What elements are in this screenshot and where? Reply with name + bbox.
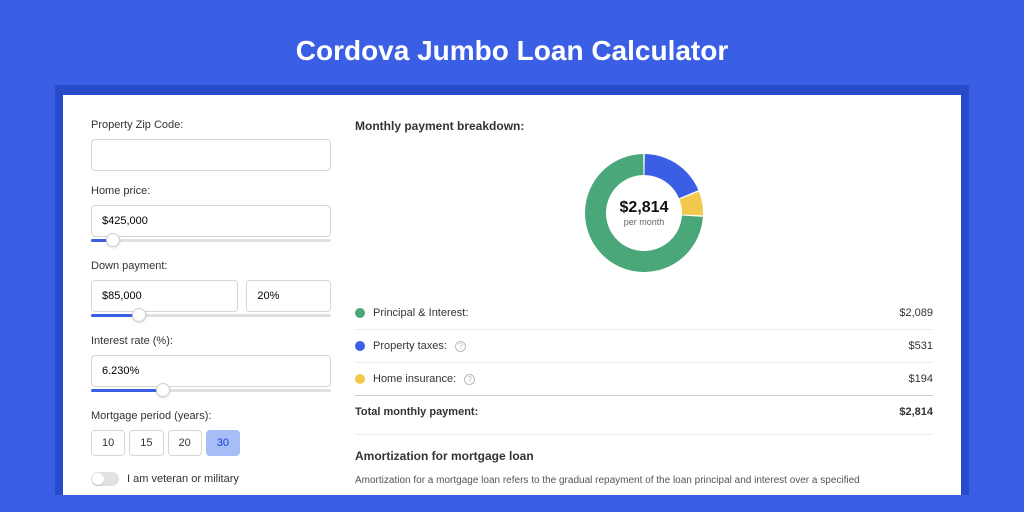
amortization-section: Amortization for mortgage loan Amortizat… bbox=[355, 434, 933, 488]
total-value: $2,814 bbox=[899, 406, 933, 418]
period-group: Mortgage period (years): 10152030 bbox=[91, 410, 331, 456]
breakdown-row: Property taxes:? $531 bbox=[355, 329, 933, 362]
breakdown-label: Property taxes: bbox=[373, 340, 447, 352]
donut-chart: $2,814 per month bbox=[585, 154, 703, 272]
home-price-label: Home price: bbox=[91, 185, 331, 197]
breakdown-label: Principal & Interest: bbox=[373, 307, 468, 319]
legend-dot bbox=[355, 341, 365, 351]
total-row: Total monthly payment: $2,814 bbox=[355, 395, 933, 428]
veteran-toggle[interactable] bbox=[91, 472, 119, 486]
period-option-15[interactable]: 15 bbox=[129, 430, 163, 456]
donut-amount: $2,814 bbox=[620, 199, 669, 217]
donut-segment-tax bbox=[644, 154, 698, 198]
legend-dot bbox=[355, 374, 365, 384]
amortization-text: Amortization for a mortgage loan refers … bbox=[355, 473, 933, 488]
zip-label: Property Zip Code: bbox=[91, 119, 331, 131]
period-option-20[interactable]: 20 bbox=[168, 430, 202, 456]
total-label: Total monthly payment: bbox=[355, 406, 478, 418]
breakdown-rows: Principal & Interest: $2,089 Property taxe… bbox=[355, 297, 933, 395]
interest-rate-input[interactable] bbox=[91, 355, 331, 387]
period-buttons: 10152030 bbox=[91, 430, 331, 456]
amortization-title: Amortization for mortgage loan bbox=[355, 449, 933, 463]
period-option-10[interactable]: 10 bbox=[91, 430, 125, 456]
slider-thumb[interactable] bbox=[132, 308, 146, 322]
panel-shadow: Property Zip Code: Home price: Down paym… bbox=[55, 85, 969, 495]
down-payment-label: Down payment: bbox=[91, 260, 331, 272]
zip-field-group: Property Zip Code: bbox=[91, 119, 331, 171]
breakdown-value: $194 bbox=[909, 373, 933, 385]
donut-center: $2,814 per month bbox=[620, 199, 669, 227]
down-payment-slider[interactable] bbox=[91, 311, 331, 321]
interest-rate-label: Interest rate (%): bbox=[91, 335, 331, 347]
help-icon[interactable]: ? bbox=[455, 341, 466, 352]
breakdown-label: Home insurance: bbox=[373, 373, 456, 385]
veteran-label: I am veteran or military bbox=[127, 473, 239, 485]
breakdown-row: Principal & Interest: $2,089 bbox=[355, 297, 933, 329]
toggle-knob bbox=[92, 473, 104, 485]
slider-thumb[interactable] bbox=[106, 233, 120, 247]
down-payment-input[interactable] bbox=[91, 280, 238, 312]
down-payment-pct-input[interactable] bbox=[246, 280, 331, 312]
period-label: Mortgage period (years): bbox=[91, 410, 331, 422]
period-option-30[interactable]: 30 bbox=[206, 430, 240, 456]
breakdown-value: $2,089 bbox=[899, 307, 933, 319]
breakdown-column: Monthly payment breakdown: $2,814 per mo… bbox=[355, 119, 933, 495]
veteran-row: I am veteran or military bbox=[91, 472, 331, 486]
slider-thumb[interactable] bbox=[156, 383, 170, 397]
interest-rate-slider[interactable] bbox=[91, 386, 331, 396]
interest-rate-group: Interest rate (%): bbox=[91, 335, 331, 396]
legend-dot bbox=[355, 308, 365, 318]
down-payment-group: Down payment: bbox=[91, 260, 331, 321]
breakdown-row: Home insurance:? $194 bbox=[355, 362, 933, 395]
zip-input[interactable] bbox=[91, 139, 331, 171]
breakdown-value: $531 bbox=[909, 340, 933, 352]
calculator-panel: Property Zip Code: Home price: Down paym… bbox=[63, 95, 961, 495]
breakdown-title: Monthly payment breakdown: bbox=[355, 119, 933, 133]
home-price-slider[interactable] bbox=[91, 236, 331, 246]
form-column: Property Zip Code: Home price: Down paym… bbox=[91, 119, 331, 495]
home-price-group: Home price: bbox=[91, 185, 331, 246]
donut-chart-wrap: $2,814 per month bbox=[355, 143, 933, 283]
help-icon[interactable]: ? bbox=[464, 374, 475, 385]
home-price-input[interactable] bbox=[91, 205, 331, 237]
page-title: Cordova Jumbo Loan Calculator bbox=[55, 35, 969, 67]
donut-sub: per month bbox=[620, 217, 669, 227]
